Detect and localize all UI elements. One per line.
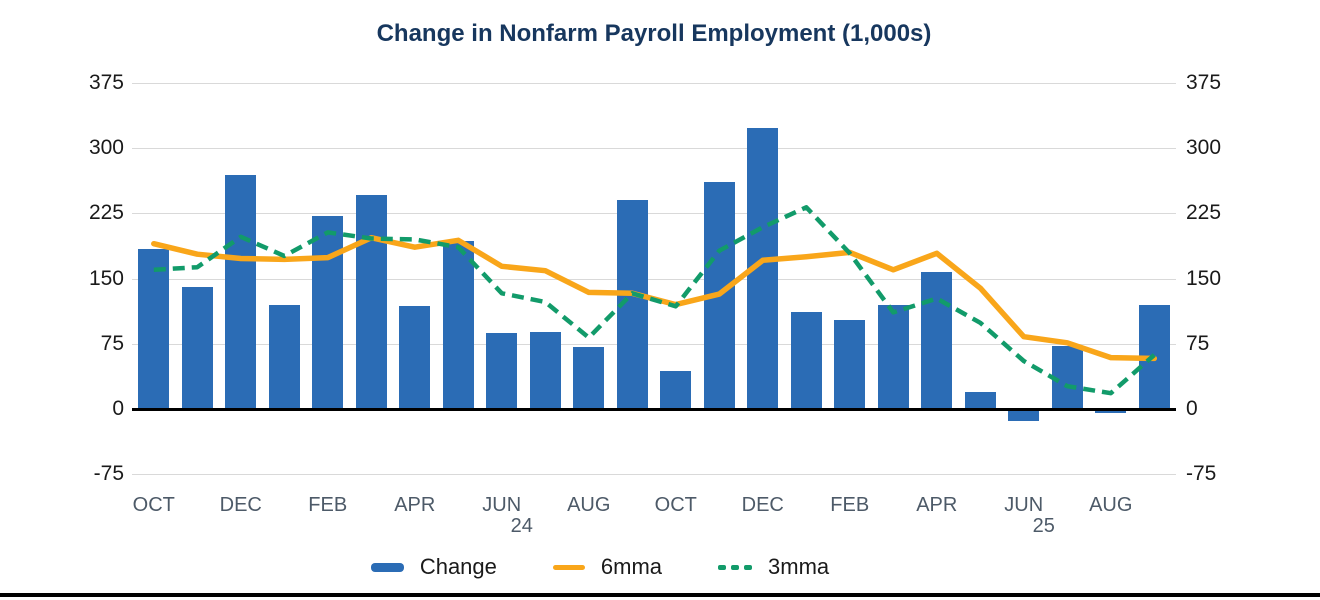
gridline-225 — [132, 213, 1176, 215]
y-axis-right-tick-375: 375 — [1186, 71, 1222, 94]
y-axis-left-tick-75: 75 — [100, 331, 124, 355]
x-tick-12: OCT — [654, 494, 697, 516]
zero-axis-line — [132, 407, 1176, 411]
x-tick-14: DEC — [741, 494, 784, 516]
change-bar — [834, 320, 866, 409]
change-bar — [921, 271, 953, 409]
legend: Change 6mma 3mma — [78, 552, 1122, 582]
change-bar — [268, 305, 300, 409]
change-bar — [399, 306, 431, 409]
x-tick-18: APR — [916, 494, 958, 516]
y-axis-left: 375 300 225 150 75 0 -75 — [0, 0, 124, 600]
bar-swatch-icon — [370, 562, 404, 572]
change-bar — [181, 287, 213, 409]
change-bar — [660, 370, 692, 409]
x-tick-22: AUG — [1089, 494, 1133, 516]
chart-title: Change in Nonfarm Payroll Employment (1,… — [376, 20, 932, 47]
bottom-border — [0, 593, 1320, 597]
gridline--75 — [132, 474, 1176, 475]
x-tick-year-24: 24 — [510, 515, 533, 537]
y-axis-left-tick-150: 150 — [88, 266, 124, 290]
change-bar — [877, 304, 909, 409]
change-bar — [225, 175, 257, 409]
x-tick-10: AUG — [567, 494, 611, 516]
y-axis-left-tick-225: 225 — [88, 201, 124, 225]
dashed-line-swatch-icon — [718, 564, 753, 570]
change-bar — [529, 332, 561, 409]
x-tick-8: JUN — [482, 494, 522, 516]
x-tick-4: FEB — [308, 494, 348, 516]
change-bar — [1051, 346, 1083, 409]
change-bar — [486, 333, 518, 409]
y-axis-right: 375 300 225 150 75 0 -75 — [1186, 0, 1306, 600]
plot-area — [132, 83, 1176, 475]
change-bar — [573, 347, 605, 409]
change-bar — [138, 248, 170, 409]
line-3mma — [153, 205, 1156, 396]
change-bar — [312, 215, 344, 409]
gridline-150 — [132, 278, 1176, 280]
legend-label-change: Change — [419, 554, 497, 579]
change-bar — [1095, 409, 1127, 414]
legend-label-3mma: 3mma — [768, 554, 830, 579]
gridline-300 — [132, 148, 1176, 150]
legend-item-6mma: 6mma — [552, 554, 663, 580]
change-bar — [964, 392, 996, 409]
legend-item-3mma: 3mma — [718, 554, 829, 580]
y-axis-right-tick--75: -75 — [1186, 462, 1217, 485]
x-tick-16: FEB — [830, 494, 870, 516]
y-axis-right-tick-0: 0 — [1186, 396, 1198, 420]
y-axis-left-tick-300: 300 — [88, 136, 124, 160]
y-axis-right-tick-225: 225 — [1186, 201, 1222, 225]
x-tick-6: APR — [394, 494, 436, 516]
gridline-375 — [132, 83, 1176, 84]
y-axis-left-tick-375: 375 — [88, 71, 124, 94]
line-layer — [151, 205, 1158, 396]
change-bar — [1008, 409, 1040, 422]
gridline-75 — [132, 343, 1176, 345]
y-axis-right-tick-150: 150 — [1186, 266, 1222, 290]
change-bar — [790, 312, 822, 409]
y-axis-left-tick-0: 0 — [112, 396, 124, 420]
x-tick-2: DEC — [219, 494, 262, 516]
y-axis-left-tick--75: -75 — [93, 462, 124, 485]
y-axis-right-tick-75: 75 — [1186, 331, 1210, 355]
y-axis-right-tick-300: 300 — [1186, 136, 1222, 160]
x-tick-20: JUN — [1004, 494, 1044, 516]
x-tick-year-25: 25 — [1032, 515, 1055, 537]
legend-item-change: Change — [370, 554, 497, 580]
legend-label-6mma: 6mma — [600, 554, 663, 579]
change-bar — [355, 195, 387, 409]
change-bar — [442, 241, 474, 409]
solid-line-swatch-icon — [552, 564, 585, 570]
